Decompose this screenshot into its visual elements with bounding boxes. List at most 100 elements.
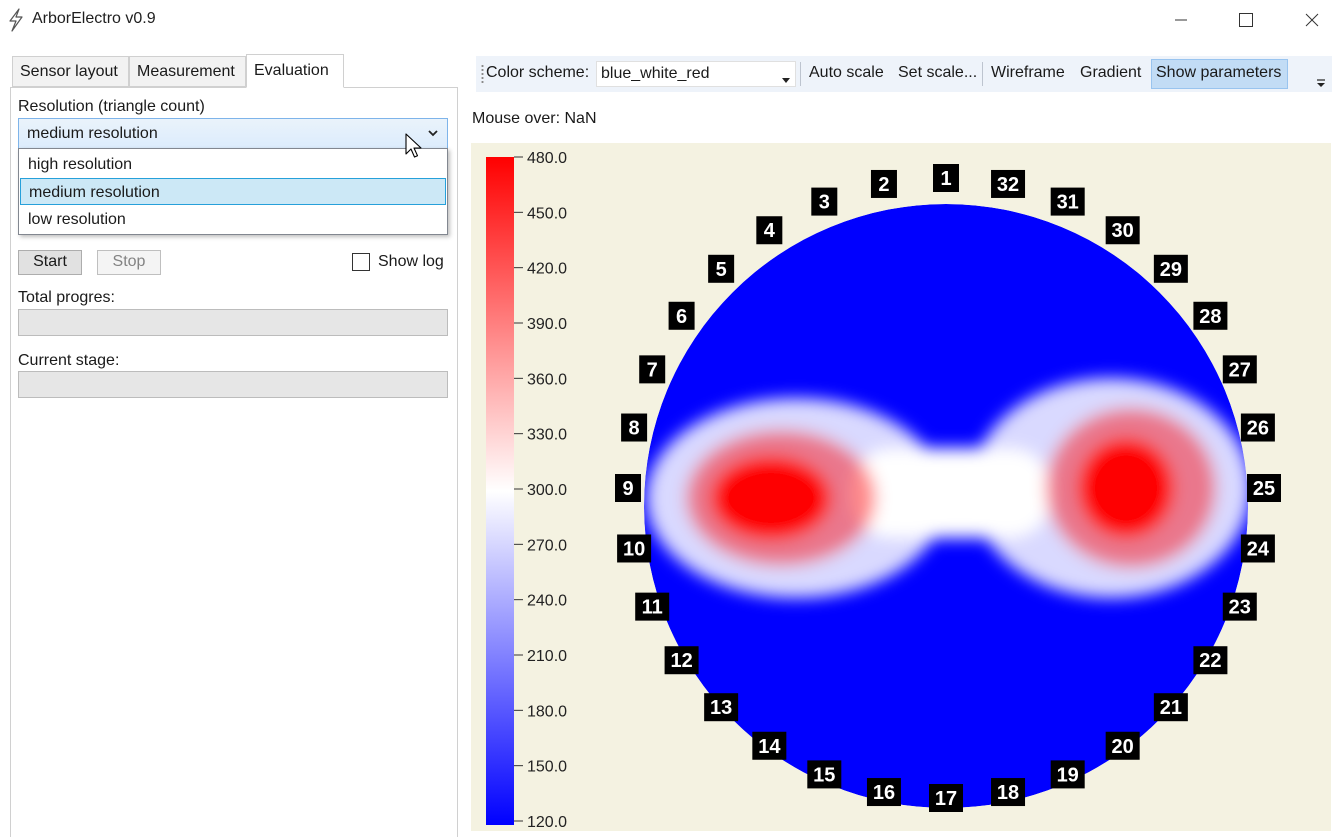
sensor-marker-4: 4 — [756, 216, 783, 245]
heatmap-plot[interactable]: 480.0 450.0 420.0 390.0 360.0 330.0 300.0 270.0… — [471, 143, 1331, 831]
maximize-icon[interactable] — [1223, 0, 1269, 40]
total-progress-bar — [18, 309, 448, 336]
right-hotspot-core — [1078, 438, 1174, 538]
colorbar-tick-label: 180.0 — [527, 703, 567, 720]
resolution-label: Resolution (triangle count) — [18, 98, 205, 115]
sensor-marker-1: 1 — [933, 164, 959, 192]
svg-text:14: 14 — [758, 736, 781, 758]
toolbar-grip[interactable] — [481, 64, 484, 84]
svg-text:27: 27 — [1229, 359, 1251, 381]
tab-evaluation[interactable]: Evaluation — [246, 54, 344, 88]
toolbar-overflow-icon[interactable] — [1316, 76, 1326, 94]
gradient-button[interactable]: Gradient — [1080, 64, 1142, 81]
svg-text:17: 17 — [935, 788, 957, 810]
show-log-checkbox[interactable] — [352, 253, 370, 271]
chevron-down-icon — [427, 126, 439, 144]
svg-text:9: 9 — [622, 478, 633, 500]
dropdown-arrow-icon — [782, 71, 790, 89]
svg-text:29: 29 — [1160, 259, 1182, 281]
sensor-marker-7: 7 — [639, 355, 666, 384]
sensor-marker-30: 30 — [1105, 216, 1140, 245]
sensor-marker-28: 28 — [1193, 301, 1228, 330]
sensor-marker-16: 16 — [866, 778, 901, 807]
sensor-marker-3: 3 — [811, 187, 838, 216]
svg-text:21: 21 — [1160, 697, 1182, 719]
title-bar: ArborElectro v0.9 — [0, 0, 1337, 40]
sensor-marker-12: 12 — [664, 646, 699, 675]
colorbar-tick-label: 300.0 — [527, 482, 567, 499]
svg-text:26: 26 — [1247, 418, 1269, 440]
svg-text:22: 22 — [1199, 650, 1221, 672]
svg-text:11: 11 — [642, 597, 663, 619]
sensor-marker-18: 18 — [991, 778, 1026, 807]
svg-text:4: 4 — [764, 220, 776, 242]
toolbar-separator — [800, 62, 801, 86]
window-title: ArborElectro v0.9 — [32, 10, 156, 27]
resolution-select-value: medium resolution — [27, 125, 158, 142]
svg-text:28: 28 — [1199, 306, 1221, 328]
resolution-select[interactable]: medium resolution — [18, 118, 448, 149]
set-scale-button[interactable]: Set scale... — [898, 64, 978, 81]
tab-sensor-layout[interactable]: Sensor layout — [12, 56, 129, 87]
show-parameters-button[interactable]: Show parameters — [1156, 64, 1282, 81]
sensor-marker-32: 32 — [991, 169, 1026, 198]
svg-text:31: 31 — [1057, 192, 1079, 214]
svg-text:7: 7 — [647, 359, 658, 381]
svg-text:6: 6 — [676, 306, 687, 328]
sensor-marker-11: 11 — [635, 592, 670, 621]
sensor-marker-10: 10 — [617, 534, 652, 563]
option-low-resolution[interactable]: low resolution — [28, 211, 126, 228]
svg-text:30: 30 — [1112, 220, 1134, 242]
sensor-marker-26: 26 — [1240, 413, 1275, 442]
sensor-marker-2: 2 — [870, 169, 897, 198]
svg-text:20: 20 — [1112, 736, 1134, 758]
svg-text:16: 16 — [873, 782, 895, 804]
resolution-dropdown-list: high resolution medium resolution low re… — [18, 148, 448, 235]
wireframe-button[interactable]: Wireframe — [991, 64, 1065, 81]
sensor-marker-13: 13 — [704, 693, 739, 722]
sensor-marker-20: 20 — [1105, 731, 1140, 760]
svg-text:23: 23 — [1229, 597, 1251, 619]
minimize-icon[interactable] — [1158, 0, 1204, 40]
start-button[interactable]: Start — [18, 250, 82, 275]
sensor-marker-19: 19 — [1050, 760, 1085, 789]
colorbar-tick-label: 420.0 — [527, 261, 567, 278]
sensor-marker-21: 21 — [1153, 693, 1188, 722]
svg-text:13: 13 — [710, 697, 732, 719]
colorbar-tick-label: 480.0 — [527, 150, 567, 167]
colorbar-tick-label: 360.0 — [527, 371, 567, 388]
colorbar-ticks: 480.0 450.0 420.0 390.0 360.0 330.0 300.0 270.0… — [514, 150, 567, 831]
center-bridge — [851, 448, 1051, 538]
svg-text:19: 19 — [1057, 764, 1079, 786]
sensor-marker-15: 15 — [807, 760, 842, 789]
sensor-marker-27: 27 — [1222, 355, 1257, 384]
svg-text:10: 10 — [623, 538, 645, 560]
mouse-over-readout: Mouse over: NaN — [472, 110, 597, 127]
close-icon[interactable] — [1289, 0, 1335, 40]
lightning-icon — [6, 8, 26, 32]
colorbar-tick-label: 150.0 — [527, 759, 567, 776]
svg-text:2: 2 — [878, 174, 889, 196]
current-stage-bar — [18, 371, 448, 398]
left-hotspot-core — [711, 456, 831, 540]
sensor-marker-24: 24 — [1240, 534, 1275, 563]
field-blobs — [646, 378, 1248, 598]
svg-text:3: 3 — [819, 192, 830, 214]
colorbar-tick-label: 270.0 — [527, 537, 567, 554]
auto-scale-button[interactable]: Auto scale — [809, 64, 884, 81]
color-scheme-label: Color scheme: — [486, 64, 590, 81]
sensor-marker-9: 9 — [615, 474, 641, 502]
sensor-marker-6: 6 — [668, 301, 695, 330]
stop-button[interactable]: Stop — [97, 250, 161, 275]
svg-text:25: 25 — [1253, 478, 1275, 500]
colorbar — [486, 157, 514, 825]
svg-text:8: 8 — [629, 418, 640, 440]
option-medium-resolution[interactable]: medium resolution — [20, 178, 446, 205]
sensor-marker-14: 14 — [752, 731, 787, 760]
svg-text:15: 15 — [813, 764, 835, 786]
option-high-resolution[interactable]: high resolution — [28, 156, 133, 173]
color-scheme-select[interactable]: blue_white_red — [596, 61, 796, 87]
svg-text:1: 1 — [940, 168, 951, 190]
tab-measurement[interactable]: Measurement — [129, 56, 246, 87]
